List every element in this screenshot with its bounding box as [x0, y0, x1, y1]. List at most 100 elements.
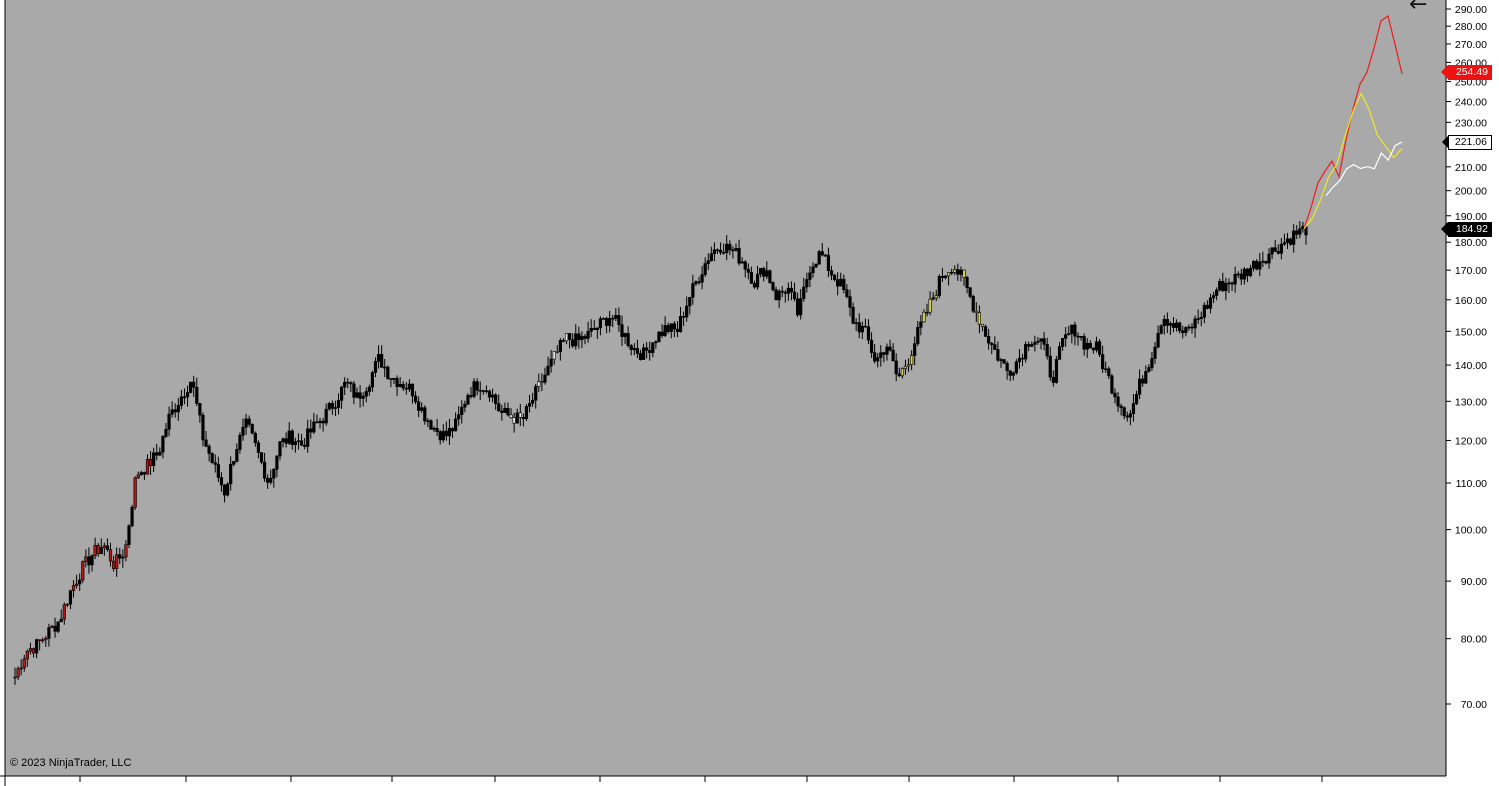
- candle-body: [1048, 355, 1052, 378]
- candle-body: [537, 381, 541, 387]
- candle-body: [152, 452, 156, 467]
- candle-body: [392, 378, 396, 380]
- candle-body: [799, 298, 803, 316]
- candle-body: [1033, 341, 1037, 345]
- candle-body: [885, 346, 889, 355]
- candle-body: [1171, 323, 1176, 328]
- price-tick-label: 240.00: [1455, 97, 1487, 109]
- candle-body: [1264, 260, 1268, 264]
- candle-body: [601, 318, 606, 320]
- candle-body: [1187, 326, 1191, 329]
- candle-body: [1221, 280, 1225, 292]
- candle-body: [996, 349, 1000, 361]
- candle-body: [1190, 326, 1194, 329]
- candle-body: [1141, 378, 1145, 384]
- candle-body: [145, 458, 150, 475]
- projection-line-white: [1325, 141, 1403, 196]
- candle-body: [805, 279, 809, 288]
- candle-body: [358, 392, 362, 399]
- left-arrow-icon[interactable]: ←: [1409, 0, 1428, 17]
- candle-body: [259, 452, 264, 463]
- candle-body: [1227, 282, 1231, 285]
- candle-body: [435, 428, 439, 432]
- candle-body: [700, 274, 704, 283]
- candle-body: [515, 412, 519, 424]
- candle-body: [743, 261, 747, 270]
- candle-body: [1230, 282, 1234, 285]
- candle-body: [450, 428, 455, 432]
- candle-body: [71, 585, 76, 591]
- candle-body: [68, 590, 73, 605]
- candle-body: [728, 243, 732, 251]
- candle-body: [608, 317, 612, 326]
- candle-body: [75, 583, 79, 586]
- candle-body: [712, 249, 717, 255]
- candle-body: [1261, 260, 1265, 263]
- candle-body: [127, 525, 131, 545]
- candle-body: [327, 403, 331, 410]
- candle-body: [102, 545, 106, 548]
- candle-body: [96, 545, 100, 555]
- candle-body: [839, 278, 843, 287]
- candle-body: [829, 270, 834, 276]
- candle-body: [352, 383, 356, 398]
- candle-body: [715, 249, 720, 252]
- candle-body: [370, 372, 375, 388]
- candle-body: [460, 406, 464, 415]
- candle-body: [28, 648, 33, 652]
- candle-body: [216, 464, 220, 478]
- candle-body: [213, 462, 217, 465]
- candle-body: [1276, 251, 1280, 254]
- candle-body: [1008, 370, 1012, 376]
- candle-body: [611, 317, 615, 320]
- candle-body: [688, 296, 692, 307]
- candle-body: [235, 449, 239, 462]
- candle-body: [395, 378, 399, 387]
- price-tick-label: 210.00: [1455, 162, 1487, 174]
- candle-body: [891, 349, 895, 362]
- candle-body: [1054, 359, 1059, 383]
- candle-body: [691, 283, 695, 298]
- price-tick-label: 90.00: [1461, 576, 1487, 588]
- price-tick-label: 120.00: [1455, 435, 1487, 447]
- candle-body: [531, 399, 535, 404]
- candle-body: [1116, 396, 1120, 407]
- candle-body: [1027, 344, 1031, 347]
- candle-body: [173, 409, 177, 413]
- candle-body: [1128, 413, 1132, 418]
- candle-body: [1208, 297, 1213, 309]
- copyright-text: © 2023 NinjaTrader, LLC: [10, 757, 132, 769]
- candle-body: [931, 297, 935, 300]
- candle-body: [281, 438, 285, 443]
- candle-body: [1134, 393, 1139, 404]
- candle-body: [1073, 324, 1077, 337]
- candle-body: [484, 390, 489, 393]
- candle-body: [503, 408, 507, 413]
- candle-body: [1165, 319, 1169, 326]
- candle-body: [752, 283, 757, 288]
- candle-body: [1036, 340, 1040, 343]
- candle-body: [903, 365, 908, 369]
- candle-body: [669, 323, 673, 332]
- candle-body: [654, 341, 658, 344]
- candle-body: [543, 374, 547, 383]
- candle-body: [1011, 372, 1015, 376]
- candle-body: [734, 248, 738, 251]
- candle-body: [697, 281, 701, 283]
- candle-body: [759, 267, 763, 275]
- candle-body: [577, 333, 581, 341]
- candle-body: [330, 403, 334, 409]
- candle-body: [287, 430, 291, 444]
- candle-body: [860, 325, 864, 333]
- candle-body: [937, 276, 941, 296]
- candle-body: [130, 506, 134, 527]
- candle-body: [1162, 319, 1166, 327]
- candle-body: [383, 366, 387, 369]
- candle-body: [293, 441, 297, 446]
- candle-body: [808, 272, 812, 280]
- candle-body: [1070, 324, 1074, 334]
- candle-body: [303, 444, 307, 447]
- price-tick-label: 280.00: [1455, 21, 1487, 33]
- candle-body: [447, 428, 452, 437]
- candle-body: [1122, 407, 1126, 417]
